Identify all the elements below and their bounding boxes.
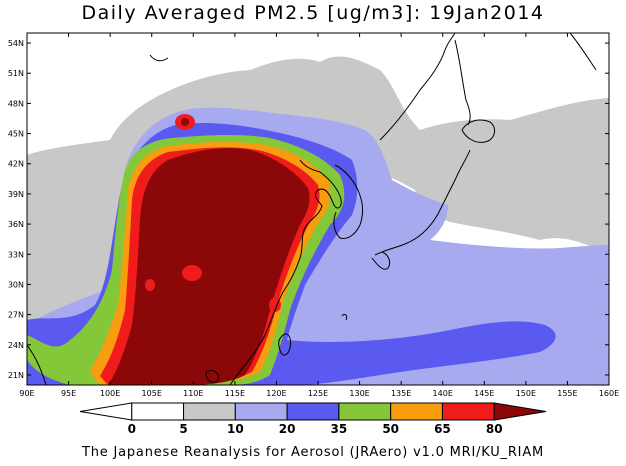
lon-tick-label: 90E xyxy=(19,389,34,398)
lon-tick-label: 105E xyxy=(142,389,162,398)
lon-tick-label: 100E xyxy=(100,389,120,398)
coastline-hainan xyxy=(205,369,219,383)
coastline-baikal xyxy=(149,54,169,62)
coastline-indochina xyxy=(27,344,47,385)
lat-tick-label: 21N xyxy=(8,371,24,380)
latitude-ticks: 21N 24N 27N 30N 33N 36N 39N 42N 45N 48N 51N 54N xyxy=(8,39,609,380)
coastline-sakhalin xyxy=(454,39,471,126)
pm25-hotspot xyxy=(181,118,189,126)
lon-tick-label: 160E xyxy=(599,389,619,398)
colorbar-label: 80 xyxy=(486,422,503,436)
lat-tick-label: 24N xyxy=(8,341,24,350)
colorbar-label: 35 xyxy=(331,422,348,436)
lon-tick-label: 135E xyxy=(391,389,411,398)
lon-tick-label: 95E xyxy=(61,389,76,398)
colorbar-label: 50 xyxy=(382,422,399,436)
colorbar-swatch xyxy=(183,402,236,421)
longitude-ticks: 90E 95E 100E 105E 110E 115E 120E 125E 130E 135E 14… xyxy=(19,33,619,398)
lat-tick-label: 51N xyxy=(8,69,24,78)
coastline-japan-honshu xyxy=(374,149,471,256)
coastlines xyxy=(27,33,597,385)
lon-tick-label: 150E xyxy=(516,389,536,398)
colorbar-label: 65 xyxy=(434,422,451,436)
coastline-china xyxy=(229,159,342,385)
lon-tick-label: 110E xyxy=(183,389,203,398)
lon-tick-label: 130E xyxy=(349,389,369,398)
coastline-japan-kyushu xyxy=(371,251,391,270)
lon-tick-label: 145E xyxy=(474,389,494,398)
colorbar-swatch xyxy=(234,402,288,421)
map-title: Daily Averaged PM2.5 [ug/m3]: 19Jan2014 xyxy=(81,2,545,24)
lat-tick-label: 36N xyxy=(8,220,24,229)
colorbar-label: 5 xyxy=(179,422,187,436)
colorbar-swatch xyxy=(493,402,547,421)
coastline-taiwan xyxy=(278,333,291,356)
lat-tick-label: 42N xyxy=(8,160,24,169)
lat-tick-label: 27N xyxy=(8,311,24,320)
lon-tick-label: 125E xyxy=(308,389,328,398)
colorbar-swatch xyxy=(390,402,443,421)
coastline-russia xyxy=(379,33,456,141)
coastline-korea xyxy=(333,164,364,239)
lon-tick-label: 140E xyxy=(433,389,453,398)
lat-tick-label: 48N xyxy=(8,99,24,108)
lat-tick-label: 39N xyxy=(8,190,24,199)
coastline-japan-hokkaido xyxy=(461,119,496,143)
pm25-hotspot xyxy=(145,279,155,291)
pm25-shading xyxy=(27,56,609,385)
lon-tick-label: 155E xyxy=(557,389,577,398)
colorbar-label: 0 xyxy=(128,422,136,436)
pm25-hotspot xyxy=(182,265,202,281)
credit-text: The Japanese Reanalysis for Aerosol (JRA… xyxy=(81,445,545,460)
colorbar-swatch xyxy=(286,402,340,421)
colorbar-label: 10 xyxy=(227,422,244,436)
lon-tick-label: 115E xyxy=(225,389,245,398)
colorbar-swatch xyxy=(441,402,495,421)
colorbar-swatch xyxy=(338,402,392,421)
coastline-ryukyu xyxy=(341,313,348,321)
colorbar-label: 20 xyxy=(279,422,296,436)
lat-tick-label: 30N xyxy=(8,280,24,289)
coastline-kamchatka xyxy=(569,33,597,71)
pm25-region-over-80 xyxy=(108,148,310,385)
lat-tick-label: 45N xyxy=(8,130,24,139)
lon-tick-label: 120E xyxy=(266,389,286,398)
lat-tick-label: 33N xyxy=(8,250,24,259)
colorbar-swatch xyxy=(79,402,133,421)
colorbar: 0 5 10 20 35 50 65 80 xyxy=(79,402,547,436)
lat-tick-label: 54N xyxy=(8,39,24,48)
colorbar-swatch xyxy=(131,402,185,421)
